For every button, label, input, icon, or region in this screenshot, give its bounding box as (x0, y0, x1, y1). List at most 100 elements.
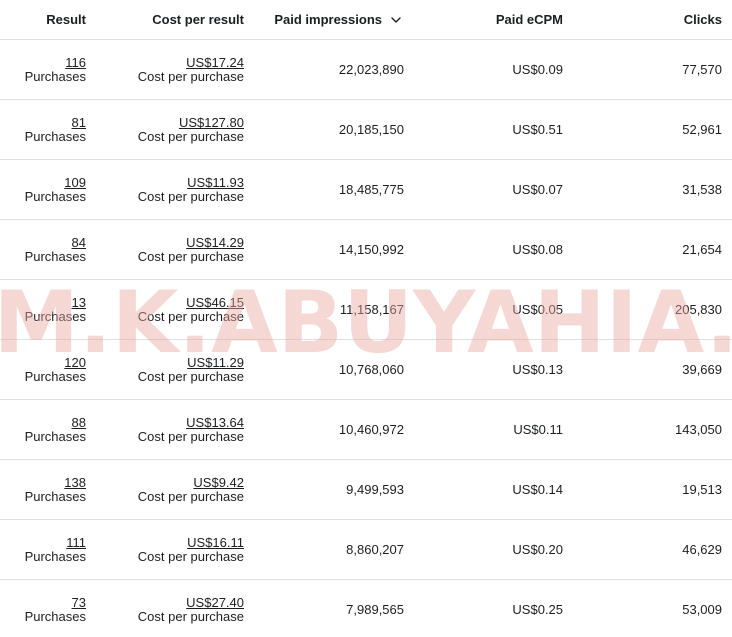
result-type-label: Purchases (24, 608, 86, 624)
cell-paid-ecpm: US$0.25 (404, 580, 563, 637)
column-header-paid-ecpm[interactable]: Paid eCPM (404, 0, 563, 39)
cell-clicks: 21,654 (563, 220, 722, 279)
result-type-label: Purchases (24, 68, 86, 84)
cell-clicks: 46,629 (563, 520, 722, 579)
result-link[interactable]: 84 (71, 234, 86, 250)
table-header: Result Cost per result Paid impressions … (0, 0, 732, 40)
cell-paid-impressions: 10,460,972 (244, 400, 404, 459)
column-header-label: Cost per result (152, 11, 244, 27)
clicks-value: 77,570 (682, 61, 722, 77)
cost-link[interactable]: US$13.64 (186, 414, 244, 430)
cell-result: 116 Purchases (0, 40, 86, 99)
cell-cost-per-result: US$11.93 Cost per purchase (86, 160, 244, 219)
cell-cost-per-result: US$13.64 Cost per purchase (86, 400, 244, 459)
cell-cost-per-result: US$127.80 Cost per purchase (86, 100, 244, 159)
result-link[interactable]: 81 (71, 114, 86, 130)
cost-link[interactable]: US$127.80 (178, 114, 244, 130)
cell-result: 13 Purchases (0, 280, 86, 339)
result-link[interactable]: 138 (64, 474, 86, 490)
cost-type-label: Cost per purchase (137, 308, 244, 324)
clicks-value: 52,961 (682, 121, 722, 137)
cell-cost-per-result: US$16.11 Cost per purchase (86, 520, 244, 579)
cost-type-label: Cost per purchase (137, 368, 244, 384)
result-link[interactable]: 73 (71, 594, 86, 610)
impressions-value: 10,460,972 (338, 421, 404, 437)
cell-cost-per-result: US$46.15 Cost per purchase (86, 280, 244, 339)
cell-paid-ecpm: US$0.09 (404, 40, 563, 99)
ecpm-value: US$0.51 (512, 121, 563, 137)
cost-link[interactable]: US$17.24 (186, 54, 244, 70)
cost-link[interactable]: US$14.29 (186, 234, 244, 250)
result-type-label: Purchases (24, 308, 86, 324)
impressions-value: 18,485,775 (338, 181, 404, 197)
table-row: 13 Purchases US$46.15 Cost per purchase 11,1… (0, 280, 732, 340)
result-link[interactable]: 13 (71, 294, 86, 310)
clicks-value: 143,050 (675, 421, 722, 437)
table-row: 84 Purchases US$14.29 Cost per purchase 14,1… (0, 220, 732, 280)
cell-result: 84 Purchases (0, 220, 86, 279)
cell-paid-impressions: 10,768,060 (244, 340, 404, 399)
column-header-label: Clicks (683, 11, 722, 27)
cell-paid-impressions: 9,499,593 (244, 460, 404, 519)
column-header-paid-impressions[interactable]: Paid impressions (244, 0, 404, 39)
cell-result: 73 Purchases (0, 580, 86, 637)
cell-result: 109 Purchases (0, 160, 86, 219)
cell-paid-ecpm: US$0.20 (404, 520, 563, 579)
result-type-label: Purchases (24, 188, 86, 204)
cost-link[interactable]: US$9.42 (193, 474, 244, 490)
table-row: 88 Purchases US$13.64 Cost per purchase 10,4… (0, 400, 732, 460)
cost-type-label: Cost per purchase (137, 248, 244, 264)
result-type-label: Purchases (24, 248, 86, 264)
cost-link[interactable]: US$11.93 (187, 174, 244, 190)
clicks-value: 53,009 (682, 601, 722, 617)
cell-clicks: 19,513 (563, 460, 722, 519)
result-type-label: Purchases (24, 548, 86, 564)
cell-paid-ecpm: US$0.13 (404, 340, 563, 399)
column-header-label: Paid eCPM (495, 11, 563, 27)
impressions-value: 20,185,150 (338, 121, 404, 137)
cost-type-label: Cost per purchase (137, 428, 244, 444)
cell-clicks: 205,830 (563, 280, 722, 339)
column-header-result[interactable]: Result (0, 0, 86, 39)
clicks-value: 21,654 (682, 241, 722, 257)
cell-clicks: 53,009 (563, 580, 722, 637)
cell-clicks: 39,669 (563, 340, 722, 399)
cost-type-label: Cost per purchase (137, 128, 244, 144)
cell-paid-impressions: 11,158,167 (244, 280, 404, 339)
clicks-value: 46,629 (682, 541, 722, 557)
cell-clicks: 52,961 (563, 100, 722, 159)
result-link[interactable]: 111 (66, 534, 86, 550)
clicks-value: 39,669 (682, 361, 722, 377)
ecpm-value: US$0.08 (512, 241, 563, 257)
result-link[interactable]: 109 (64, 174, 86, 190)
impressions-value: 11,158,167 (339, 301, 404, 317)
ecpm-value: US$0.09 (512, 61, 563, 77)
cost-link[interactable]: US$16.11 (187, 534, 244, 550)
cost-link[interactable]: US$46.15 (186, 294, 244, 310)
impressions-value: 8,860,207 (346, 541, 404, 557)
cost-link[interactable]: US$27.40 (186, 594, 244, 610)
cell-result: 120 Purchases (0, 340, 86, 399)
cost-link[interactable]: US$11.29 (187, 354, 244, 370)
cell-cost-per-result: US$14.29 Cost per purchase (86, 220, 244, 279)
result-type-label: Purchases (24, 428, 86, 444)
table-row: 120 Purchases US$11.29 Cost per purchase 10,… (0, 340, 732, 400)
impressions-value: 7,989,565 (346, 601, 404, 617)
column-header-cost-per-result[interactable]: Cost per result (86, 0, 244, 39)
chevron-down-icon[interactable] (390, 14, 402, 26)
cell-result: 138 Purchases (0, 460, 86, 519)
impressions-value: 9,499,593 (346, 481, 404, 497)
table-row: 138 Purchases US$9.42 Cost per purchase 9,49… (0, 460, 732, 520)
cell-paid-impressions: 20,185,150 (244, 100, 404, 159)
table-row: 109 Purchases US$11.93 Cost per purchase 18,… (0, 160, 732, 220)
cost-type-label: Cost per purchase (137, 188, 244, 204)
cell-paid-ecpm: US$0.14 (404, 460, 563, 519)
column-header-clicks[interactable]: Clicks (563, 0, 722, 39)
clicks-value: 31,538 (682, 181, 722, 197)
result-link[interactable]: 120 (64, 354, 86, 370)
impressions-value: 22,023,890 (338, 61, 404, 77)
impressions-value: 10,768,060 (338, 361, 404, 377)
result-link[interactable]: 88 (71, 414, 86, 430)
cell-paid-impressions: 8,860,207 (244, 520, 404, 579)
result-link[interactable]: 116 (65, 54, 86, 70)
